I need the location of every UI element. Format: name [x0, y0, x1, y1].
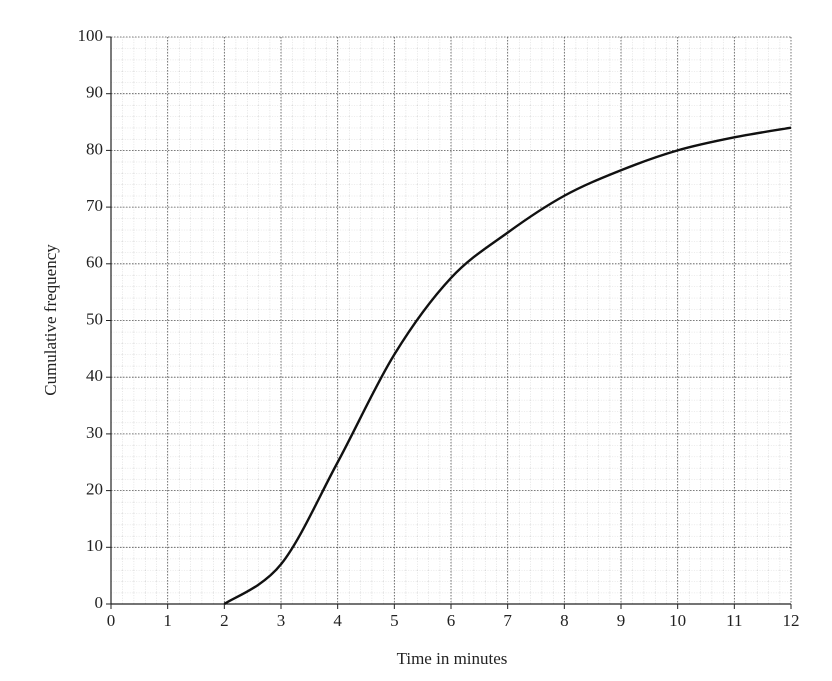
y-axis-label: Cumulative frequency: [41, 244, 60, 396]
x-tick-label: 9: [617, 611, 626, 630]
x-tick-label: 2: [220, 611, 229, 630]
curve: [223, 126, 792, 606]
y-tick-label: 100: [78, 26, 104, 45]
x-axis-label: Time in minutes: [397, 649, 508, 668]
x-tick-label: 5: [390, 611, 399, 630]
y-tick-label: 10: [86, 536, 103, 555]
y-tick-label: 40: [86, 366, 103, 385]
y-tick-label: 50: [86, 309, 103, 328]
y-tick-label: 30: [86, 423, 103, 442]
x-tick-label: 4: [333, 611, 342, 630]
x-tick-label: 7: [503, 611, 512, 630]
x-tick-label: 8: [560, 611, 569, 630]
y-tick-label: 90: [86, 83, 103, 102]
y-tick-label: 60: [86, 253, 103, 272]
x-tick-label: 6: [447, 611, 456, 630]
x-tick-label: 10: [669, 611, 686, 630]
x-tick-label: 3: [277, 611, 286, 630]
x-tick-label: 1: [163, 611, 172, 630]
x-tick-label: 0: [107, 611, 116, 630]
y-tick-label: 80: [86, 139, 103, 158]
x-tick-label: 11: [726, 611, 742, 630]
y-tick-label: 20: [86, 480, 103, 499]
x-tick-label: 12: [783, 611, 800, 630]
y-tick-label: 70: [86, 196, 103, 215]
y-tick-label: 0: [95, 593, 104, 612]
